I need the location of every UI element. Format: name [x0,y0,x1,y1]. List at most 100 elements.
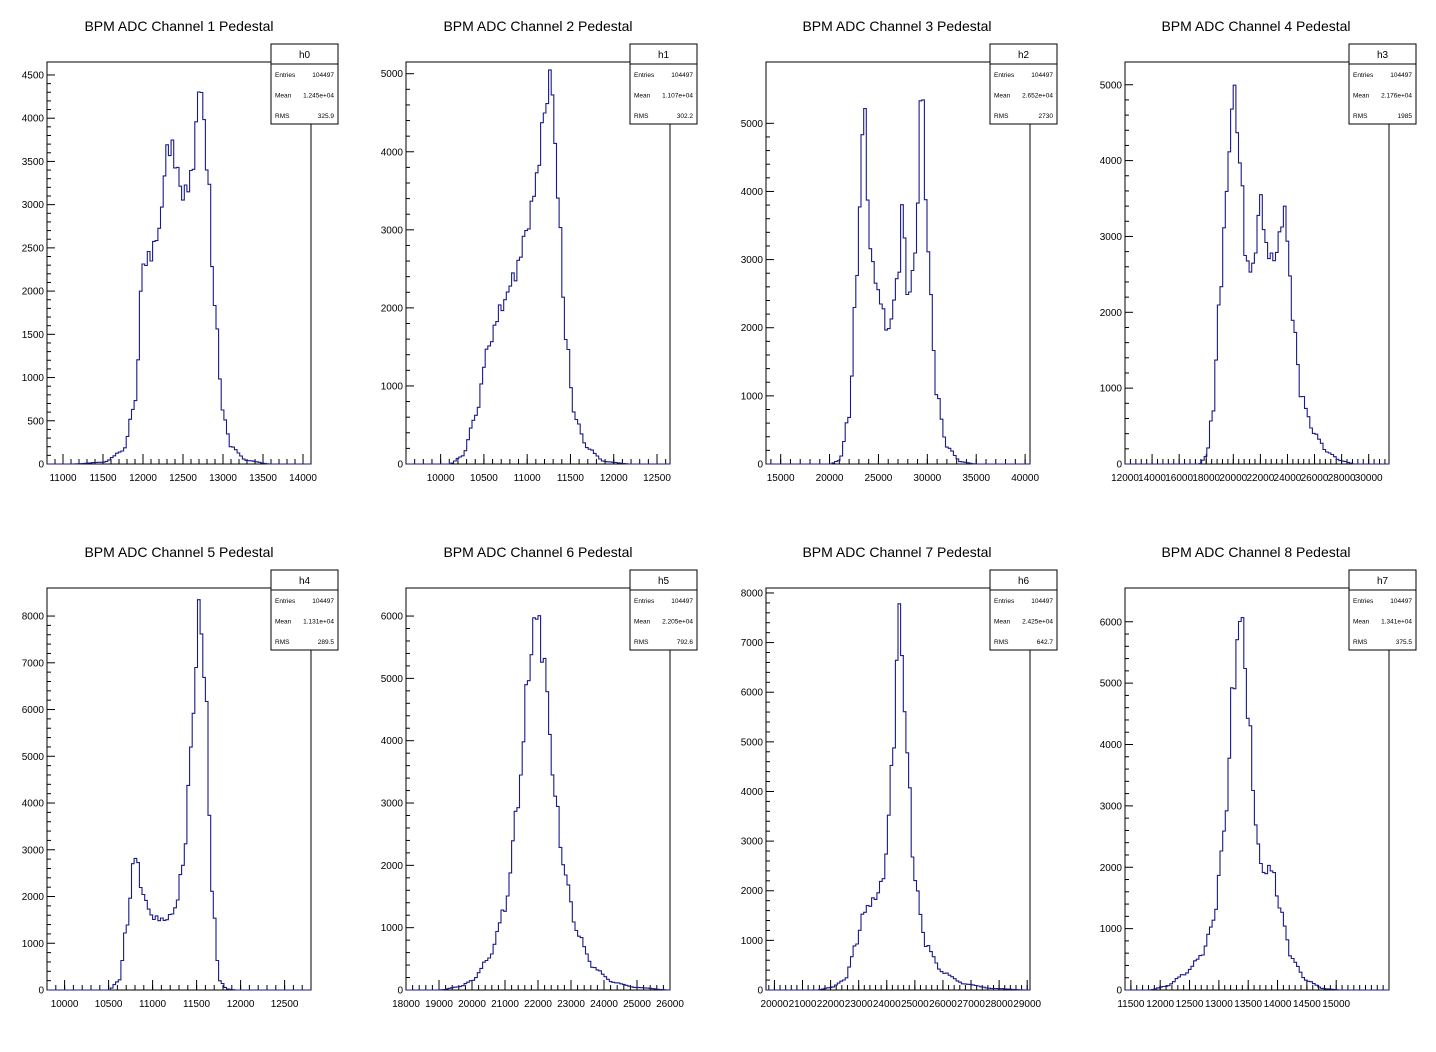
stats-box-frame [1348,569,1417,651]
stats-label: Mean [1353,93,1370,100]
chart-title: BPM ADC Channel 7 Pedestal [802,544,991,560]
histogram-line [766,99,1030,465]
x-tick-label: 24000 [1274,473,1302,484]
histogram-line [1125,617,1389,991]
histogram-name: h7 [1377,576,1389,587]
y-axis: 0 1000 2000 3000 4000 5000 6000 7000 8000 [22,612,55,997]
x-tick-label: 11500 [557,473,585,484]
x-tick-label: 21000 [789,999,817,1010]
x-tick-label: 30000 [1355,473,1383,484]
stats-label: Entries [994,598,1015,605]
x-axis: 12000 14000 16000 18000 20000 22000 24000 26000… [1111,454,1386,484]
histogram-name: h1 [658,50,670,61]
x-tick-label: 12500 [169,473,197,484]
stats-value: 1985 [1398,113,1413,120]
x-tick-label: 12500 [643,473,671,484]
histogram-name: h6 [1018,576,1030,587]
x-tick-label: 24000 [590,999,618,1010]
stats-value: 2.425e+04 [1022,619,1053,626]
y-axis: 0 1000 2000 3000 4000 5000 6000 [381,612,414,997]
stats-value: 1.107e+04 [662,93,693,100]
stats-value: 1.131e+04 [303,619,334,626]
plot-frame [1124,587,1390,991]
y-tick-label: 4000 [1100,740,1123,751]
plot-frame [46,61,312,465]
stats-box-frame [989,43,1058,125]
stats-label: Mean [1353,619,1370,626]
histogram-line [766,603,1030,991]
stats-value: 289.5 [318,639,335,646]
y-tick-label: 3000 [741,255,764,266]
y-axis: 0 1000 2000 3000 4000 5000 [1100,80,1133,471]
y-tick-label: 1000 [22,373,45,384]
y-tick-label: 1000 [381,923,404,934]
histogram-panel-3: BPM ADC Channel 3 Pedestal 0 1000 2000 3000 4… [741,18,1058,484]
stats-box-frame [629,569,698,651]
y-tick-label: 4000 [1100,156,1123,167]
stats-label: Entries [1353,72,1374,79]
stats-value: 2.176e+04 [1381,93,1412,100]
stats-value: 104497 [671,598,693,605]
x-tick-label: 11000 [49,473,77,484]
x-tick-label: 12500 [271,999,299,1010]
x-tick-label: 25000 [901,999,929,1010]
y-tick-label: 2000 [1100,308,1123,319]
y-axis: 0 1000 2000 3000 4000 5000 6000 [1100,617,1133,997]
y-tick-label: 2000 [381,303,404,314]
stats-box-frame [629,43,698,125]
stats-box: h5 Entries 104497 Mean 2.205e+04 RMS 792.6 [629,569,698,651]
stats-label: Mean [275,619,292,626]
x-tick-label: 12000 [600,473,628,484]
y-tick-label: 6000 [1100,617,1123,628]
y-tick-label: 0 [757,986,763,997]
y-tick-label: 7000 [22,658,45,669]
y-tick-label: 2000 [22,892,45,903]
y-axis: 0 500 1000 1500 2000 2500 3000 3500 4000 4500 [22,70,55,471]
y-tick-label: 4500 [22,70,45,81]
stats-label: Entries [1353,598,1374,605]
stats-label: RMS [634,639,649,646]
x-tick-label: 13500 [1234,999,1262,1010]
stats-box-frame [270,43,339,125]
x-tick-label: 19000 [425,999,453,1010]
y-tick-label: 5000 [1100,80,1123,91]
histogram-panel-5: BPM ADC Channel 5 Pedestal 0 1000 2000 3000 4… [22,544,339,1010]
stats-value: 1.245e+04 [303,93,334,100]
y-tick-label: 3500 [22,157,45,168]
x-tick-label: 28000 [1328,473,1356,484]
histogram-panel-6: BPM ADC Channel 6 Pedestal 0 1000 2000 3000 4… [381,544,698,1010]
y-tick-label: 3000 [381,225,404,236]
x-tick-label: 13000 [209,473,237,484]
stats-value: 2.205e+04 [662,619,693,626]
x-tick-label: 22000 [817,999,845,1010]
stats-value: 2.652e+04 [1022,93,1053,100]
stats-label: RMS [994,113,1009,120]
y-tick-label: 8000 [741,588,764,599]
chart-title: BPM ADC Channel 8 Pedestal [1161,544,1350,560]
y-tick-label: 5000 [741,737,764,748]
x-tick-label: 10000 [51,999,79,1010]
stats-value: 104497 [671,72,693,79]
y-tick-label: 5000 [22,752,45,763]
x-axis: 18000 19000 20000 21000 22000 23000 24000 25000… [392,980,684,1010]
histogram-name: h4 [299,576,311,587]
y-tick-label: 0 [1116,986,1122,997]
x-tick-label: 10500 [470,473,498,484]
stats-value: 325.9 [318,113,335,120]
x-tick-label: 11500 [183,999,211,1010]
y-tick-label: 0 [757,460,763,471]
y-tick-label: 0 [397,986,403,997]
stats-label: Entries [994,72,1015,79]
stats-label: Mean [634,93,651,100]
y-tick-label: 5000 [381,69,404,80]
stats-label: Mean [275,93,292,100]
x-tick-label: 23000 [845,999,873,1010]
stats-box: h3 Entries 104497 Mean 2.176e+04 RMS 1985 [1348,43,1417,125]
stats-value: 104497 [312,598,334,605]
y-axis: 0 1000 2000 3000 4000 5000 [381,69,414,471]
x-tick-label: 14000 [289,473,317,484]
y-tick-label: 3000 [1100,232,1123,243]
stats-label: Entries [275,598,296,605]
chart-title: BPM ADC Channel 1 Pedestal [84,18,273,34]
histogram-line [47,91,311,465]
